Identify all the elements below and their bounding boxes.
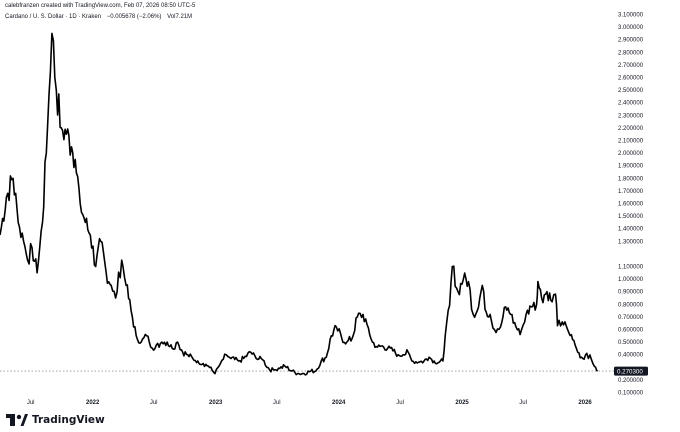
last-price-label: 0.270300 bbox=[617, 368, 643, 375]
y-tick-label: 1.400000 bbox=[618, 227, 644, 233]
y-tick-label: 2.600000 bbox=[618, 76, 644, 82]
y-tick-label: 1.300000 bbox=[618, 239, 644, 245]
x-tick-label: Jul bbox=[519, 400, 527, 406]
y-tick-label: 2.100000 bbox=[618, 139, 644, 145]
legend-symbol: Cardano / U. S. Dollar · 1D · Kraken bbox=[5, 14, 102, 20]
y-tick-label: 3.100000 bbox=[618, 13, 644, 19]
x-tick-label: Jul bbox=[27, 400, 35, 406]
y-tick-label: 0.400000 bbox=[618, 353, 644, 359]
y-tick-label: 1.800000 bbox=[618, 176, 644, 182]
y-tick-label: 0.600000 bbox=[618, 327, 644, 333]
x-tick-label: 2024 bbox=[332, 400, 346, 406]
x-tick-label: Jul bbox=[273, 400, 281, 406]
y-tick-label: 1.500000 bbox=[618, 214, 644, 220]
price-series-line bbox=[0, 32, 599, 376]
y-tick-label: 0.800000 bbox=[618, 302, 644, 308]
y-tick-label: 2.500000 bbox=[618, 88, 644, 94]
x-tick-label: Jul bbox=[150, 400, 158, 406]
symbol-legend: Cardano / U. S. Dollar · 1D · Kraken −0.… bbox=[5, 14, 196, 20]
y-tick-label: 2.700000 bbox=[618, 63, 644, 69]
y-tick-label: 0.900000 bbox=[618, 290, 644, 296]
y-tick-label: 1.000000 bbox=[618, 277, 644, 283]
y-tick-label: 0.500000 bbox=[618, 340, 644, 346]
x-tick-label: 2026 bbox=[578, 400, 592, 406]
x-tick-label: 2022 bbox=[86, 400, 100, 406]
y-tick-label: 0.100000 bbox=[618, 390, 644, 396]
tradingview-logo: TradingView bbox=[6, 414, 105, 426]
time-axis: Jul 2022 Jul 2023 Jul 2024 Jul 2025 Jul 2026 bbox=[27, 400, 593, 406]
y-tick-label: 1.700000 bbox=[618, 189, 644, 195]
tradingview-logo-icon bbox=[6, 414, 28, 426]
y-tick-label: 2.800000 bbox=[618, 50, 644, 56]
price-axis: 3.100000 3.000000 2.900000 2.800000 2.700000… bbox=[618, 13, 644, 397]
y-tick-label: 1.100000 bbox=[618, 264, 644, 270]
y-tick-label: 2.900000 bbox=[618, 38, 644, 44]
last-price-box bbox=[614, 366, 648, 376]
y-tick-label: 1.900000 bbox=[618, 164, 644, 170]
y-tick-label: 0.200000 bbox=[618, 378, 644, 384]
x-tick-label: 2023 bbox=[209, 400, 223, 406]
tradingview-logo-text: TradingView bbox=[32, 414, 105, 426]
chart-attribution: calebfranzen created with TradingView.co… bbox=[5, 3, 196, 9]
y-tick-label: 2.000000 bbox=[618, 151, 644, 157]
y-tick-label: 0.700000 bbox=[618, 315, 644, 321]
y-tick-label: 2.400000 bbox=[618, 101, 644, 107]
last-price-badge: 0.270300 bbox=[614, 366, 648, 376]
y-tick-label: 1.600000 bbox=[618, 202, 644, 208]
y-tick-label: 3.000000 bbox=[618, 25, 644, 31]
y-tick-label: 2.200000 bbox=[618, 126, 644, 132]
legend-change: −0.005678 (−2.06%) bbox=[106, 14, 162, 20]
y-tick-label: 2.300000 bbox=[618, 113, 644, 119]
legend-volume: Vol7.21M bbox=[167, 14, 193, 20]
x-tick-label: 2025 bbox=[455, 400, 469, 406]
x-tick-label: Jul bbox=[396, 400, 404, 406]
